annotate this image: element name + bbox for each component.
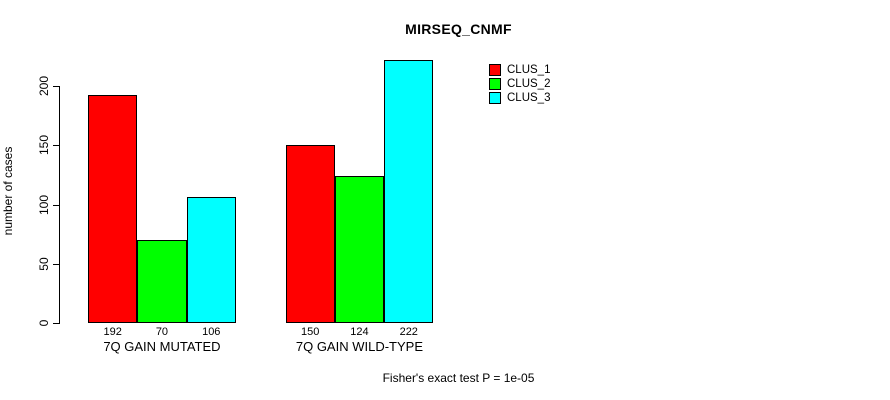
- legend-row-clus_2: CLUS_2: [489, 77, 550, 91]
- y-tick-label: 150: [37, 135, 51, 156]
- bar-value-label: 70: [155, 326, 169, 338]
- bar-value-label: 124: [350, 326, 369, 338]
- y-tick-mark: [53, 263, 59, 265]
- pvalue-annotation: Fisher's exact test P = 1e-05: [382, 371, 535, 385]
- legend-label: CLUS_2: [507, 78, 551, 90]
- bar-clus_2-1: [137, 240, 187, 323]
- legend-swatch-icon: [489, 64, 501, 76]
- y-tick-mark: [53, 145, 59, 147]
- bar-clus_2-2: [334, 176, 385, 323]
- bar-clus_3-1: [186, 197, 236, 323]
- bar-clus_3-2: [384, 59, 434, 323]
- y-tick-mark: [53, 204, 59, 206]
- bar-value-label: 192: [103, 326, 122, 338]
- y-tick-label: 200: [37, 75, 51, 97]
- y-tick-mark: [53, 323, 59, 324]
- legend-swatch-icon: [489, 78, 501, 90]
- y-tick-label: 0: [37, 319, 51, 327]
- legend-row-clus_3: CLUS_3: [489, 91, 550, 105]
- bar-value-label: 222: [399, 326, 418, 338]
- y-tick-label: 50: [37, 257, 51, 271]
- chart-title: MIRSEQ_CNMF: [405, 21, 512, 37]
- y-tick-label: 100: [37, 194, 51, 215]
- legend-row-clus_1: CLUS_1: [489, 63, 550, 77]
- category-label: 7Q GAIN WILD-TYPE: [295, 339, 424, 354]
- bar-clus_1-2: [285, 145, 335, 323]
- bar-clus_1-1: [88, 95, 138, 323]
- legend: CLUS_1 CLUS_2 CLUS_3: [489, 63, 550, 105]
- legend-label: CLUS_3: [507, 92, 551, 104]
- y-axis-label: number of cases: [1, 146, 15, 236]
- y-axis-line: [59, 86, 60, 324]
- y-tick-mark: [53, 86, 59, 87]
- legend-label: CLUS_1: [507, 64, 551, 76]
- category-label: 7Q GAIN MUTATED: [103, 339, 221, 354]
- bar-value-label: 150: [300, 326, 320, 338]
- bar-value-label: 106: [202, 326, 221, 338]
- legend-swatch-icon: [489, 92, 501, 104]
